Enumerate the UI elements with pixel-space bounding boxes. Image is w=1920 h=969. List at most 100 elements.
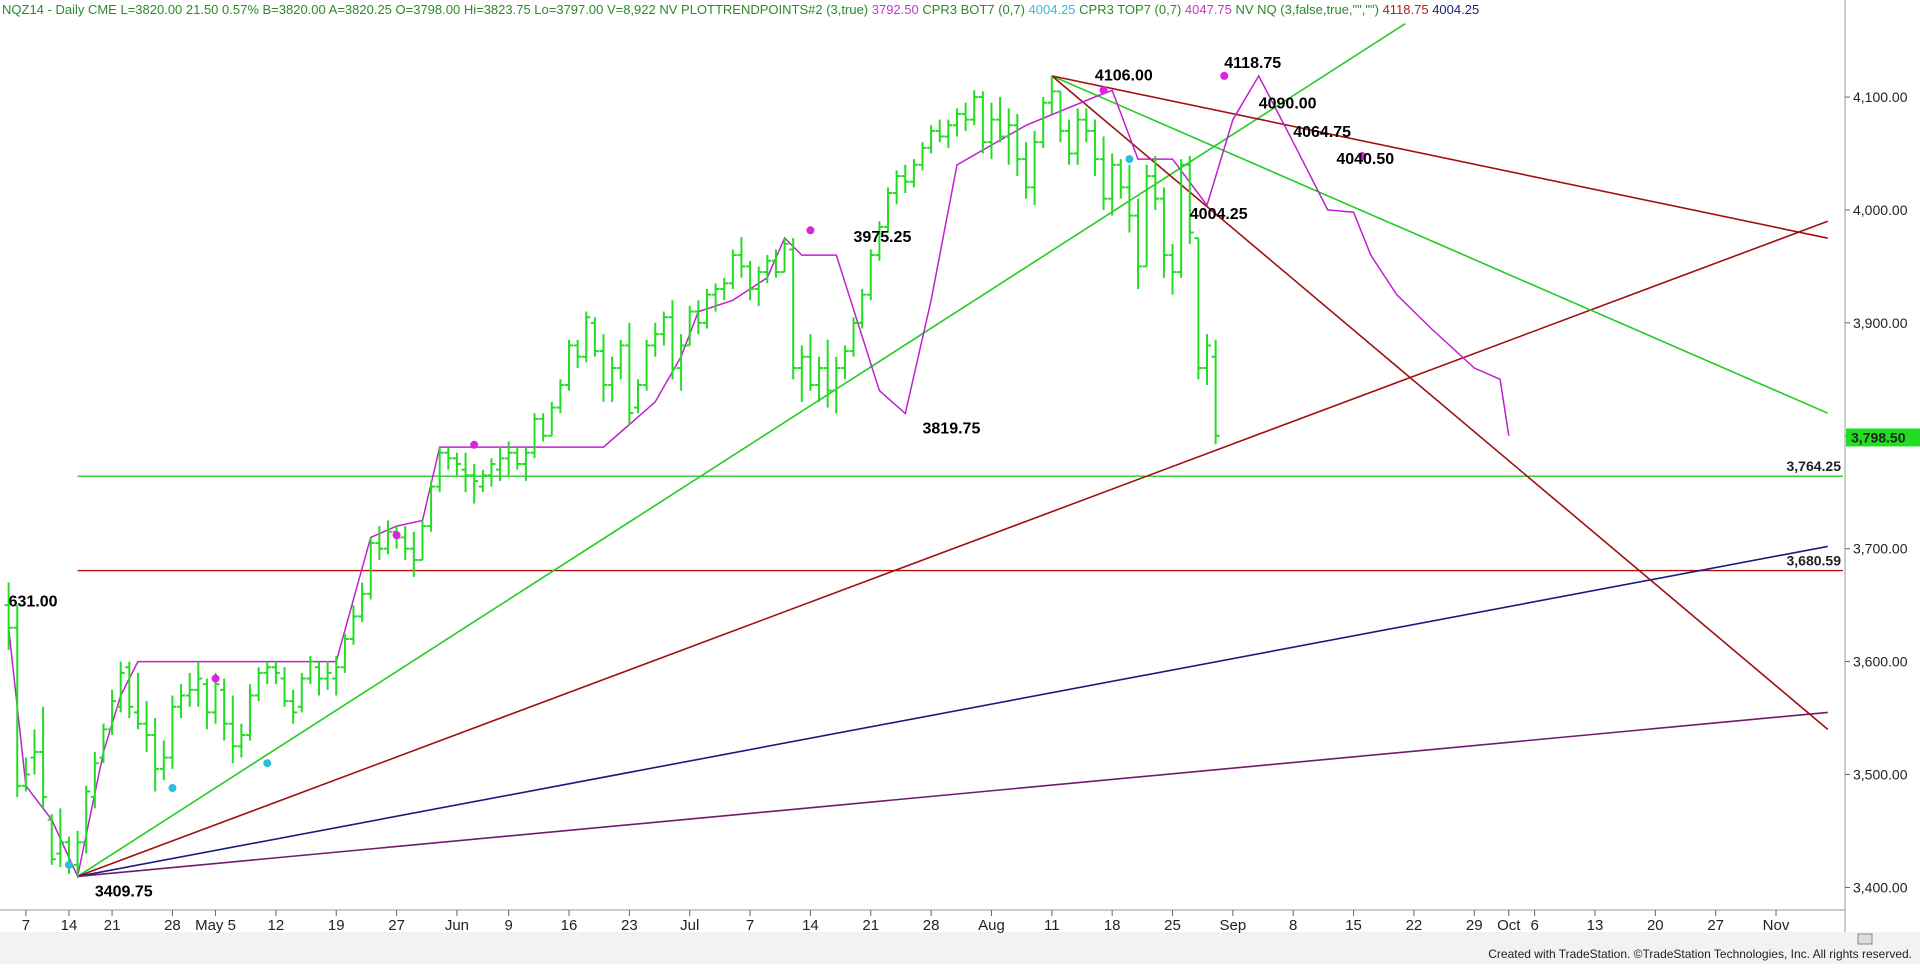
ohlc-bar [271,661,280,685]
ohlc-bar [151,718,160,792]
ohlc-bar [1159,187,1168,278]
ohlc-bar [746,260,755,301]
ohlc-bar [1177,159,1186,278]
ohlc-bar [461,452,470,493]
x-tick-label: 19 [328,917,345,934]
ohlc-bar [13,605,22,798]
ohlc-bar [1039,97,1048,148]
horizontal-level-label-1: 3,680.59 [1787,553,1842,569]
ohlc-bar [444,447,453,470]
ohlc-bar [263,661,272,685]
x-tick-label: 29 [1466,917,1483,934]
ohlc-bar [297,672,306,713]
y-tick-label: 4,100.00 [1853,89,1908,105]
ohlc-bar [642,339,651,391]
x-tick-label: May 5 [195,917,236,934]
ohlc-bar [565,339,574,391]
x-tick-label: 18 [1104,917,1121,934]
ohlc-bar [513,447,522,470]
ohlc-bar [168,695,177,769]
status-item: 4047.75 [1181,2,1232,17]
ohlc-bar [254,667,263,702]
ohlc-bar [694,300,703,335]
x-tick-label: 23 [621,917,638,934]
y-tick-label: 3,600.00 [1853,654,1908,670]
ohlc-bar [4,582,13,651]
y-tick-label: 3,700.00 [1853,541,1908,557]
ohlc-bar [220,678,229,741]
ohlc-bar [409,531,418,577]
status-item: 3792.50 [868,2,919,17]
pivot-path-line [7,74,1510,879]
ohlc-bar [39,706,48,809]
ohlc-bar [996,97,1005,143]
last-price-label: 3,798.50 [1851,429,1906,445]
ohlc-bar [1116,159,1125,199]
pivot-marker [1358,152,1367,161]
status-item: CPR3 TOP7 (0,7) [1076,2,1182,17]
ohlc-bar [927,125,936,154]
y-tick-label: 3,400.00 [1853,879,1908,895]
pivot-label: 4004.25 [1190,206,1248,223]
x-tick-label: 13 [1587,917,1604,934]
pivot-marker [470,440,479,449]
ohlc-bar [306,655,315,685]
ohlc-bar [504,441,513,476]
ohlc-bar [754,266,763,306]
ohlc-bar [599,334,608,402]
ohlc-bar [435,447,444,493]
ohlc-bar [401,526,410,560]
ohlc-bar [56,808,65,868]
trendline-4 [1051,75,1829,414]
ohlc-bar [582,311,591,363]
ohlc-bar [521,447,530,481]
ohlc-bar [323,661,332,690]
ohlc-bar [177,684,186,719]
pivot-label: 4106.00 [1095,67,1153,84]
ohlc-bar [737,237,746,278]
trendline-2 [77,545,1828,878]
ohlc-bar [418,520,427,561]
ohlc-bar [909,159,918,188]
ohlc-bar [237,723,246,758]
x-tick-label: 28 [164,917,181,934]
ohlc-bar [625,322,634,425]
pivot-marker [392,531,401,540]
x-tick-label: 11 [1044,917,1060,934]
ohlc-bar [1194,237,1203,380]
x-tick-label: 14 [61,917,78,934]
ohlc-bar [478,469,487,493]
ohlc-bar [858,288,867,329]
ohlc-bar [349,605,358,645]
pivot-marker [1099,86,1108,95]
ohlc-bar [470,464,479,504]
status-item: 4004.25 [1429,2,1480,17]
x-tick-label: Sep [1220,917,1247,934]
ohlc-bar [1090,119,1099,177]
pivot-label: 4040.50 [1336,151,1394,168]
horizontal-level-label-0: 3,764.25 [1787,458,1842,474]
ohlc-bar [108,689,117,735]
ohlc-bar [340,633,349,673]
pivot-marker [64,860,73,869]
x-tick-label: 21 [104,917,121,934]
ohlc-bar [202,678,211,730]
status-item: 4004.25 [1025,2,1076,17]
trendline-1 [77,220,1829,878]
trendline-6 [1051,75,1829,730]
pivot-marker [263,759,272,768]
ohlc-bar [616,339,625,380]
ohlc-bar [73,830,82,877]
credit-text: Created with TradeStation. ©TradeStation… [1488,947,1912,961]
ohlc-bar [832,356,841,414]
status-bar: NQZ14 - Daily CME L=3820.00 21.50 0.57% … [2,2,1479,17]
pivot-label: 3819.75 [923,420,981,437]
ohlc-bar [1151,156,1160,210]
ohlc-bar [1013,113,1022,177]
x-tick-label: 22 [1406,917,1423,934]
ohlc-bar [978,91,987,154]
ohlc-bar [866,249,875,301]
ohlc-bar [728,249,737,289]
x-tick-label: 8 [1289,917,1297,934]
